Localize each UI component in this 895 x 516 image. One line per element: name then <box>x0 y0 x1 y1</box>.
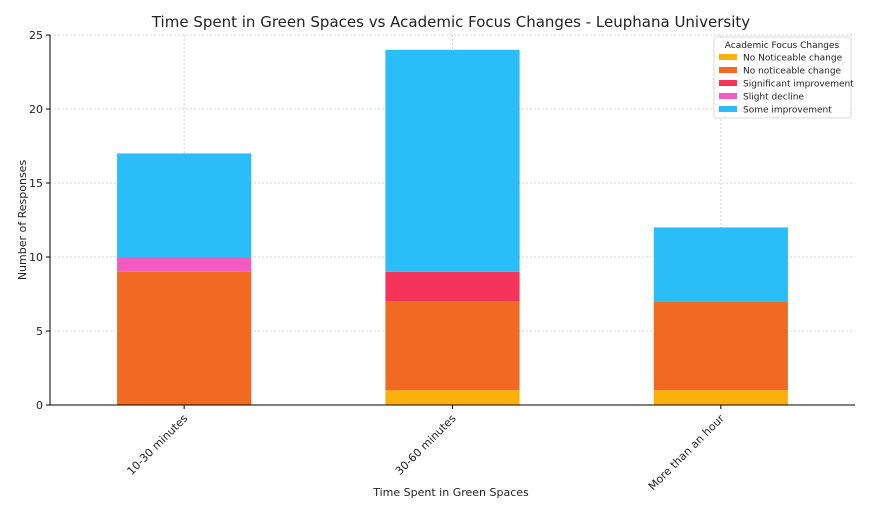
x-tick-label: More than an hour <box>646 412 727 493</box>
bar-segment <box>117 153 252 257</box>
legend-label: No Noticeable change <box>743 54 843 64</box>
legend-swatch <box>719 93 737 99</box>
y-tick-label: 5 <box>36 325 43 338</box>
x-axis-title: Time Spent in Green Spaces <box>372 486 529 499</box>
bar-segment <box>117 257 252 272</box>
bars <box>117 49 788 405</box>
y-tick-label: 25 <box>29 29 43 42</box>
bar-segment <box>385 271 520 302</box>
legend-swatch <box>719 80 737 86</box>
bar-segment <box>653 227 788 302</box>
chart-title: Time Spent in Green Spaces vs Academic F… <box>151 13 750 31</box>
y-tick-label: 10 <box>29 251 43 264</box>
bar-segment <box>385 49 520 272</box>
legend-swatch <box>719 67 737 73</box>
bar-segment <box>385 301 520 391</box>
legend-label: No noticeable change <box>743 67 842 77</box>
bar-segment <box>653 390 788 405</box>
legend-swatch <box>719 54 737 60</box>
y-axis-title: Number of Responses <box>16 160 29 281</box>
legend-label: Significant improvement <box>743 80 854 90</box>
y-ticks: 0 5 10 15 20 25 <box>29 29 50 412</box>
legend-box <box>713 36 852 119</box>
x-tick-label: 10-30 minutes <box>125 412 191 478</box>
y-tick-label: 15 <box>29 177 43 190</box>
y-tick-label: 20 <box>29 103 43 116</box>
x-tick-label: 30-60 minutes <box>393 412 459 478</box>
legend-swatch <box>719 106 737 112</box>
legend-label: Some improvement <box>743 106 832 116</box>
bar-segment <box>653 301 788 391</box>
bar-segment <box>385 390 520 405</box>
legend-label: Slight decline <box>743 93 804 103</box>
x-ticks: 10-30 minutes 30-60 minutes More than an h… <box>125 405 727 493</box>
bar-segment <box>117 271 252 405</box>
y-tick-label: 0 <box>36 399 43 412</box>
legend: Academic Focus Changes No Noticeable cha… <box>713 36 854 119</box>
legend-title: Academic Focus Changes <box>725 41 840 51</box>
